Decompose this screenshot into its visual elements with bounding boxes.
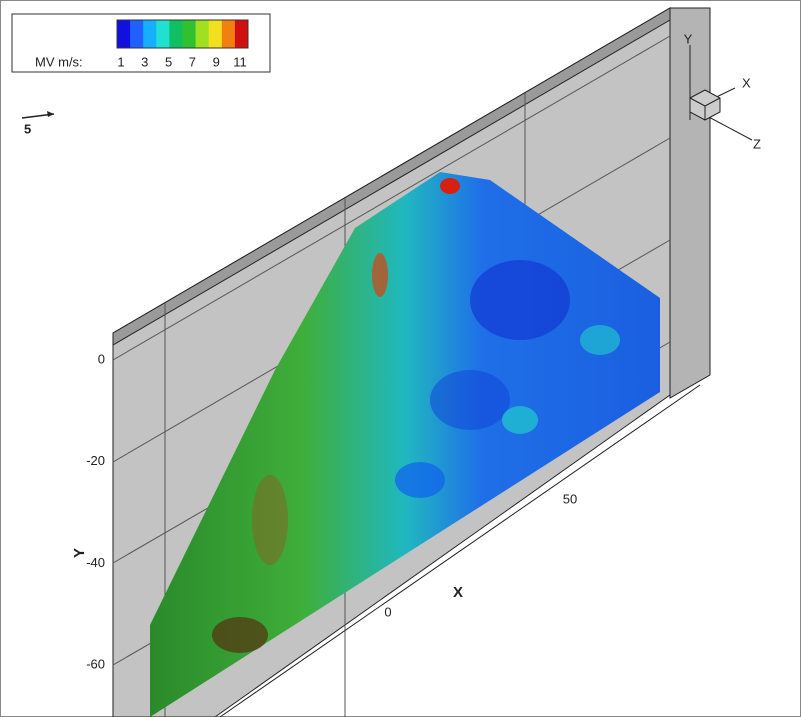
triad-z: Z bbox=[753, 136, 761, 151]
colorbar-cell bbox=[130, 20, 144, 48]
reference-label: 5 bbox=[24, 121, 31, 136]
colorbar bbox=[116, 19, 249, 49]
y-axis-label: Y bbox=[71, 548, 88, 558]
colorbar-cell bbox=[234, 20, 249, 48]
colorbar-cell bbox=[143, 20, 157, 48]
colorbar-cell bbox=[156, 20, 170, 48]
y-tick-label: -20 bbox=[86, 453, 105, 468]
colorbar-outline bbox=[116, 19, 249, 49]
colorbar-cell bbox=[208, 20, 223, 48]
legend-level: 9 bbox=[213, 54, 220, 69]
reference-arrowhead bbox=[47, 111, 54, 117]
x-axis-label: X bbox=[453, 584, 463, 601]
legend-title: MV m/s: bbox=[35, 54, 83, 69]
triad-x: X bbox=[742, 75, 751, 90]
x-tick-label: 0 bbox=[384, 604, 391, 619]
x-tick-label: 50 bbox=[563, 491, 577, 506]
y-tick-label: 0 bbox=[98, 351, 105, 366]
colorbar-cell bbox=[117, 20, 131, 48]
legend-level: 7 bbox=[189, 54, 196, 69]
legend-level: 3 bbox=[141, 54, 148, 69]
triad-y: Y bbox=[684, 31, 693, 46]
colorbar-cell bbox=[195, 20, 210, 48]
legend-level: 5 bbox=[165, 54, 172, 69]
colorbar-cell bbox=[182, 20, 197, 48]
colorbar-cell bbox=[221, 20, 236, 48]
y-tick-label: -60 bbox=[86, 656, 105, 671]
legend-level: 11 bbox=[233, 54, 247, 69]
colorbar-cell bbox=[169, 20, 183, 48]
y-tick-label: -40 bbox=[86, 555, 105, 570]
axis-triad bbox=[689, 45, 753, 141]
legend-level: 1 bbox=[117, 54, 124, 69]
vector-field bbox=[150, 172, 660, 717]
